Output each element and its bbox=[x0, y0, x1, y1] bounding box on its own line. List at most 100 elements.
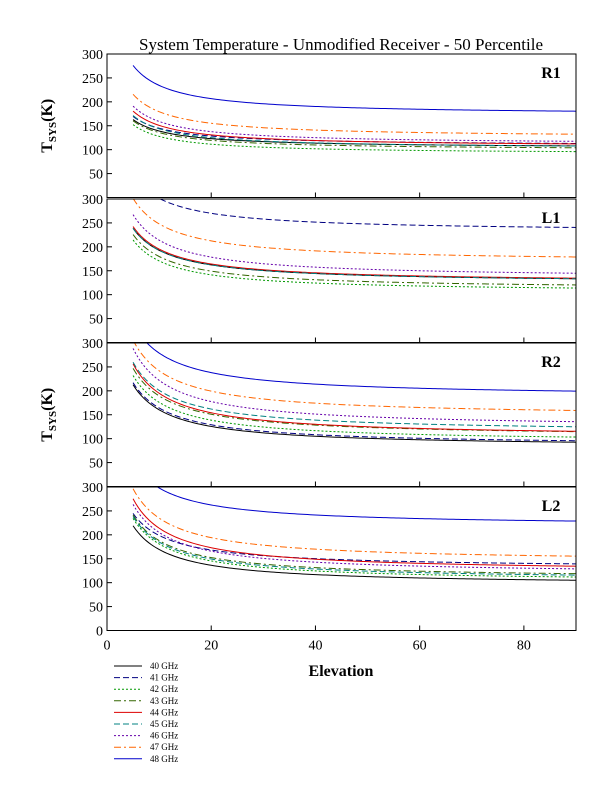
y-tick-label: 50 bbox=[89, 168, 103, 183]
plot-frame bbox=[106, 53, 577, 198]
chart-panels: 50100150200250300R150100150200250300L150… bbox=[39, 48, 577, 654]
y-tick-label: 100 bbox=[82, 577, 103, 592]
y-axis-title-sub: SYS bbox=[47, 122, 59, 142]
series-47-ghz-line bbox=[134, 343, 576, 411]
y-tick-label: 200 bbox=[82, 385, 103, 400]
legend-item: 48 GHz bbox=[114, 754, 178, 764]
series-45-ghz-line bbox=[132, 362, 576, 428]
y-tick-label: 150 bbox=[82, 265, 103, 280]
figure-title: System Temperature - Unmodified Receiver… bbox=[139, 35, 543, 54]
y-tick-label: 50 bbox=[89, 457, 103, 472]
legend-item: 47 GHz bbox=[114, 742, 178, 752]
y-tick-label: 300 bbox=[82, 193, 103, 208]
series-46-ghz-line bbox=[132, 504, 576, 570]
y-tick-label: 150 bbox=[82, 553, 103, 568]
series-41-ghz-line bbox=[132, 116, 576, 144]
y-axis-title-main: T bbox=[39, 142, 56, 153]
y-tick-label: 50 bbox=[89, 313, 103, 328]
panel-label: L1 bbox=[542, 210, 561, 227]
y-tick-label: 150 bbox=[82, 409, 103, 424]
series-45-ghz-line bbox=[132, 228, 576, 280]
legend-item: 46 GHz bbox=[114, 731, 178, 741]
y-tick-label: 250 bbox=[82, 361, 103, 376]
panel-label: L2 bbox=[542, 498, 561, 515]
y-tick-label: 100 bbox=[82, 289, 103, 304]
series-46-ghz-line bbox=[132, 214, 576, 274]
chart-panel-r2: 50 100 150 200 250 300 R2 bbox=[82, 337, 577, 487]
legend-label: 46 GHz bbox=[150, 731, 178, 741]
series-41-ghz-line bbox=[132, 513, 576, 565]
legend-label: 44 GHz bbox=[150, 707, 178, 717]
series-44-ghz-line bbox=[132, 110, 576, 145]
y-tick-label: 200 bbox=[82, 96, 103, 111]
series-45-ghz-line bbox=[132, 516, 576, 576]
legend-item: 42 GHz bbox=[114, 684, 178, 694]
plot-frame bbox=[106, 486, 577, 631]
y-tick-label: 250 bbox=[82, 217, 103, 232]
y-tick-label: 200 bbox=[82, 241, 103, 256]
series-44-ghz-line bbox=[132, 363, 576, 432]
series-42-ghz-line bbox=[132, 239, 576, 289]
y-axis-title-unit: (K) bbox=[39, 99, 56, 122]
series-48-ghz-line bbox=[156, 487, 576, 522]
x-tick-label: 20 bbox=[204, 639, 218, 654]
series-42-ghz-line bbox=[132, 375, 576, 438]
series-43-ghz-line bbox=[132, 120, 576, 149]
series-41-ghz-line bbox=[159, 199, 576, 228]
x-tick-label: 60 bbox=[413, 639, 427, 654]
series-40-ghz-line bbox=[132, 525, 576, 581]
legend-item: 40 GHz bbox=[114, 661, 178, 671]
series-41-ghz-line bbox=[132, 382, 576, 442]
legend-label: 45 GHz bbox=[150, 719, 178, 729]
legend-item: 41 GHz bbox=[114, 673, 178, 683]
legend-label: 43 GHz bbox=[150, 696, 178, 706]
y-tick-label: 200 bbox=[82, 529, 103, 544]
y-tick-label: 250 bbox=[82, 505, 103, 520]
chart-panel-l1: 50 100 150 200 250 300 L1 bbox=[82, 193, 577, 343]
chart-panel-r1: 50 100 150 200 250 300 R1 bbox=[82, 48, 577, 198]
series-44-ghz-line bbox=[132, 226, 576, 279]
plot-frame bbox=[106, 342, 577, 487]
series-46-ghz-line bbox=[132, 348, 576, 423]
plot-frame bbox=[106, 198, 577, 343]
panel-label: R2 bbox=[541, 354, 561, 371]
legend-item: 43 GHz bbox=[114, 696, 178, 706]
y-axis-title-main: T bbox=[39, 431, 56, 442]
y-tick-label: 150 bbox=[82, 120, 103, 135]
y-axis-title: TSYS(K) bbox=[39, 99, 59, 153]
series-40-ghz-line bbox=[132, 119, 576, 147]
x-tick-label: 40 bbox=[308, 639, 322, 654]
series-44-ghz-line bbox=[132, 498, 576, 567]
y-axis-title: TSYS(K) bbox=[39, 388, 59, 442]
series-47-ghz-line bbox=[132, 488, 576, 557]
panel-label: R1 bbox=[541, 65, 561, 82]
legend-label: 48 GHz bbox=[150, 754, 178, 764]
legend-item: 45 GHz bbox=[114, 719, 178, 729]
series-46-ghz-line bbox=[132, 105, 576, 142]
y-tick-label: 50 bbox=[89, 601, 103, 616]
series-48-ghz-line bbox=[132, 65, 576, 112]
legend-label: 42 GHz bbox=[150, 684, 178, 694]
y-tick-label: 100 bbox=[82, 144, 103, 159]
legend-label: 40 GHz bbox=[150, 661, 178, 671]
y-axis-title-sub: SYS bbox=[47, 411, 59, 431]
y-tick-label: 300 bbox=[82, 48, 103, 63]
y-tick-label: 300 bbox=[82, 481, 103, 496]
series-45-ghz-line bbox=[132, 115, 576, 147]
x-tick-label: 80 bbox=[517, 639, 531, 654]
legend-item: 44 GHz bbox=[114, 707, 178, 717]
series-47-ghz-line bbox=[132, 199, 576, 258]
y-tick-label: 300 bbox=[82, 337, 103, 352]
series-42-ghz-line bbox=[132, 124, 576, 153]
y-tick-label: 100 bbox=[82, 433, 103, 448]
series-40-ghz-line bbox=[132, 384, 576, 443]
y-axis-title-unit: (K) bbox=[39, 388, 56, 411]
y-tick-label: 250 bbox=[82, 72, 103, 87]
legend-label: 47 GHz bbox=[150, 742, 178, 752]
series-47-ghz-line bbox=[132, 93, 576, 135]
series-43-ghz-line bbox=[132, 514, 576, 575]
x-axis-title: Elevation bbox=[309, 663, 374, 680]
series-48-ghz-line bbox=[146, 343, 576, 392]
